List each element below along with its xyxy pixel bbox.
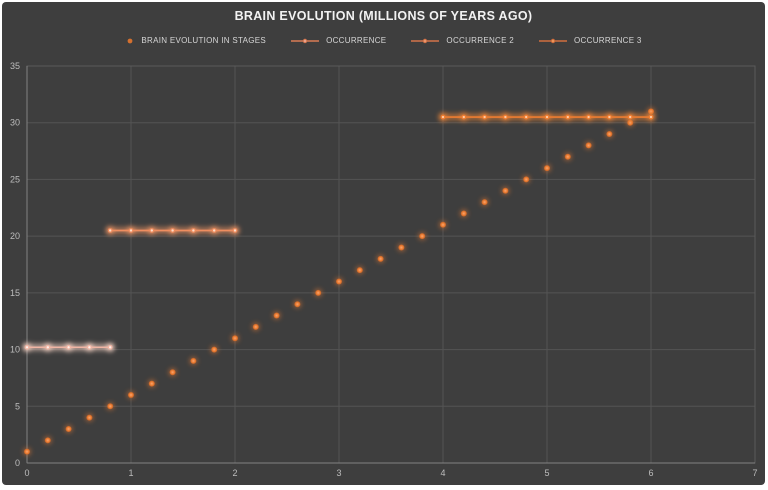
data-point <box>169 369 176 376</box>
gridlines <box>26 65 756 464</box>
data-point <box>606 131 613 138</box>
data-point <box>377 255 384 262</box>
chart-legend: BRAIN EVOLUTION IN STAGES OCCURRENCE OCC… <box>2 36 765 45</box>
y-tick-label: 20 <box>10 231 20 241</box>
y-tick-label: 30 <box>10 118 20 128</box>
data-point <box>273 312 280 319</box>
data-point <box>544 165 550 172</box>
data-point <box>252 323 259 330</box>
data-point <box>419 233 426 240</box>
data-point <box>481 199 488 206</box>
plot-border <box>26 65 756 464</box>
data-point <box>523 176 530 183</box>
data-point <box>294 301 301 308</box>
x-tick-label: 4 <box>440 468 445 478</box>
chart-title: BRAIN EVOLUTION (MILLIONS OF YEARS AGO) <box>234 9 533 23</box>
line-marker-icon <box>539 38 568 43</box>
x-tick-label: 5 <box>544 468 549 478</box>
data-point <box>398 244 405 251</box>
data-point <box>336 278 342 285</box>
x-tick-label: 3 <box>336 468 341 478</box>
data-point <box>585 142 592 149</box>
data-point <box>107 403 114 410</box>
y-tick-label: 10 <box>10 345 20 355</box>
line-marker-icon <box>411 38 440 43</box>
legend-item-occurrence-3[interactable]: OCCURRENCE 3 <box>538 36 642 45</box>
x-tick-label: 6 <box>648 468 653 478</box>
data-point <box>128 391 134 398</box>
x-tick-label: 7 <box>752 468 757 478</box>
data-point <box>440 221 446 228</box>
data-point <box>315 289 322 296</box>
y-tick-label: 15 <box>10 288 20 298</box>
legend-item-occurrence[interactable]: OCCURRENCE <box>290 36 386 45</box>
legend-label: OCCURRENCE 3 <box>574 36 642 45</box>
legend-label: BRAIN EVOLUTION IN STAGES <box>141 36 267 45</box>
plot-area[interactable]: 0 1 2 3 4 5 6 7 0 5 10 15 20 25 30 35 <box>2 2 765 485</box>
data-point <box>564 153 571 160</box>
data-point <box>148 380 155 387</box>
axis-tick-labels: 0 1 2 3 4 5 6 7 0 5 10 15 20 25 30 35 <box>10 61 758 478</box>
y-tick-label: 0 <box>15 458 20 468</box>
line-marker-icon <box>291 38 320 43</box>
series-brain-evolution-in-stages[interactable] <box>22 107 656 456</box>
chart-container[interactable]: 0 1 2 3 4 5 6 7 0 5 10 15 20 25 30 35 BRAIN EVOLUTION (… <box>2 2 765 485</box>
data-point <box>86 414 93 421</box>
series-occurrence-2[interactable] <box>105 225 240 235</box>
legend-item-occurrence-2[interactable]: OCCURRENCE 2 <box>410 36 514 45</box>
legend-label: OCCURRENCE 2 <box>446 36 515 45</box>
y-tick-label: 25 <box>10 174 20 184</box>
data-point <box>460 210 467 217</box>
series-occurrence-3[interactable] <box>438 112 656 122</box>
y-tick-label: 35 <box>10 61 20 71</box>
data-point <box>65 425 72 432</box>
series-occurrence[interactable] <box>22 342 115 352</box>
x-tick-label: 1 <box>128 468 133 478</box>
data-point <box>44 437 51 444</box>
data-point <box>356 267 363 274</box>
legend-item-brain-evolution-in-stages[interactable]: BRAIN EVOLUTION IN STAGES <box>125 36 266 45</box>
scatter-dot-icon <box>127 38 133 43</box>
data-point <box>232 335 238 342</box>
legend-label: OCCURRENCE <box>326 36 387 45</box>
data-point <box>190 357 197 364</box>
x-tick-label: 2 <box>232 468 237 478</box>
data-point <box>502 187 509 194</box>
data-point <box>24 448 30 455</box>
y-tick-label: 5 <box>15 401 20 411</box>
x-tick-label: 0 <box>24 468 29 478</box>
data-point <box>211 346 218 353</box>
